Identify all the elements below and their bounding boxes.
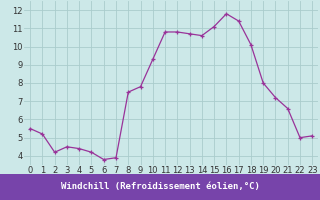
Text: Windchill (Refroidissement éolien,°C): Windchill (Refroidissement éolien,°C): [60, 182, 260, 192]
